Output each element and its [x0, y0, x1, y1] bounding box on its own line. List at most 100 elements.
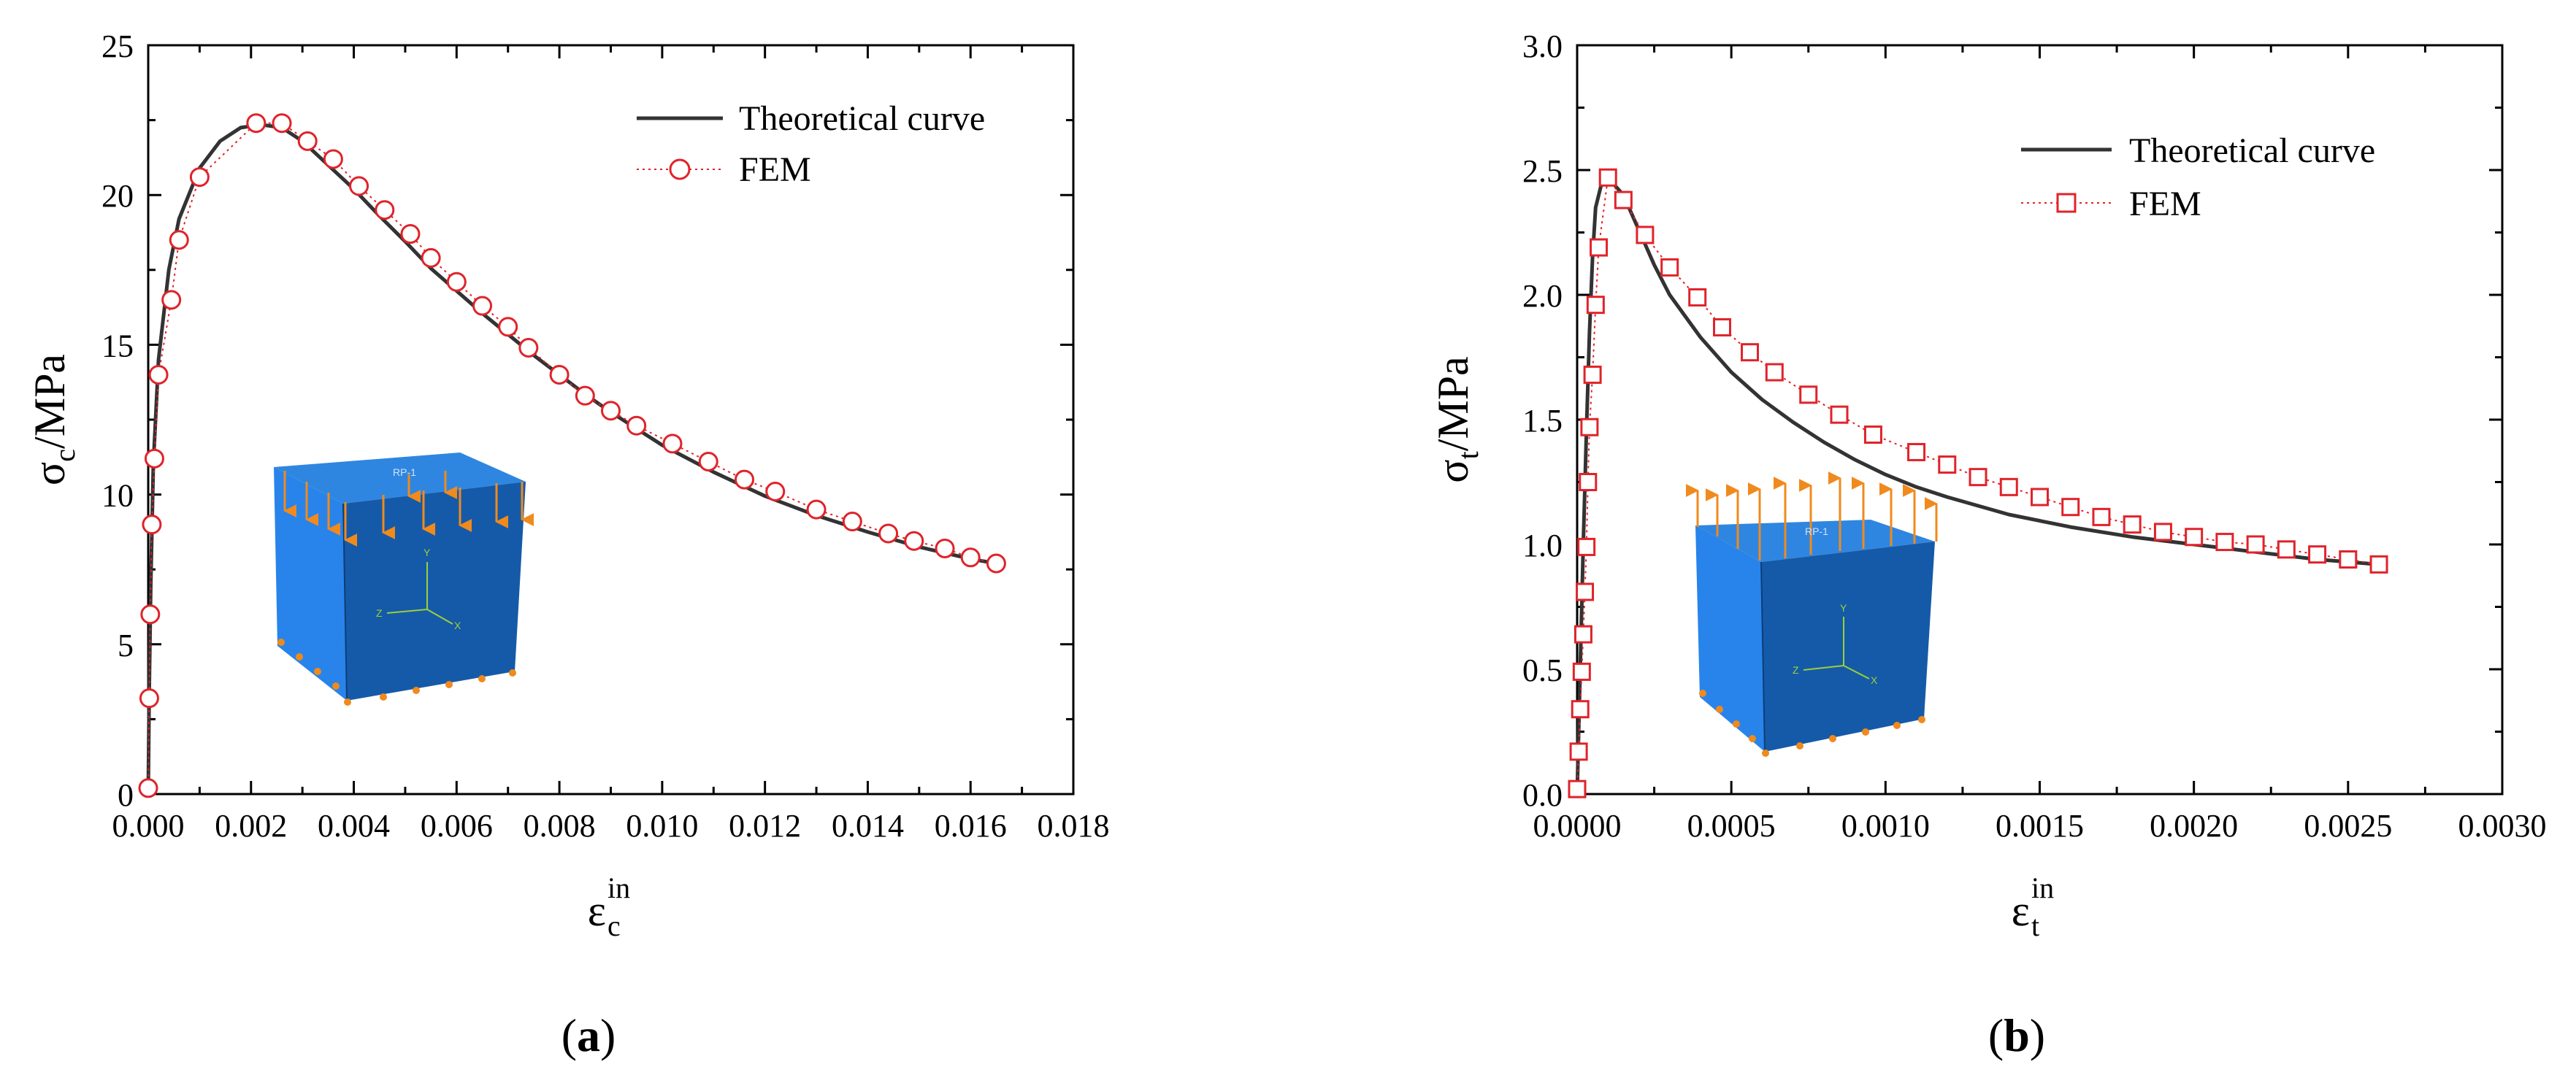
support-marker [1796, 742, 1803, 750]
fem-point-a [806, 499, 827, 520]
fem-point-a [765, 481, 786, 501]
y-tick-label-a: 20 [101, 178, 134, 214]
axis-y-letter: Y [1840, 602, 1847, 614]
fem-point-a [735, 469, 755, 490]
fem-point-a [626, 415, 647, 436]
load-arrows-down [283, 471, 534, 547]
axis-y-letter: Y [423, 547, 431, 558]
x-tick-label-a: 0.008 [524, 808, 596, 844]
theoretical-curve-a [146, 123, 997, 795]
legend-fem-marker-b [2056, 193, 2077, 213]
x-tick-labels-b: 0.0000 0.0005 0.0010 0.0015 0.0020 0.0025 0.00… [1533, 808, 2547, 844]
x-axis-label-a: ε [588, 887, 606, 935]
support-marker [1733, 720, 1740, 728]
legend-a: Theoretical curve FEM [637, 99, 985, 189]
y-tick-labels-b: 0.0 0.5 1.0 1.5 2.0 2.5 3.0 [1522, 28, 1563, 813]
axis-z-letter: Z [376, 607, 383, 619]
x-label-sup-b: in [2031, 871, 2054, 904]
support-marker [478, 675, 486, 682]
y-tick-label-a: 10 [101, 478, 134, 514]
y-axis-label-b: σt/MPa [1429, 356, 1484, 483]
legend-theory-label-b: Theoretical curve [2129, 131, 2375, 170]
rp-label: RP-1 [393, 466, 416, 478]
fem-point-b [1660, 258, 1679, 277]
fem-point-a [601, 401, 621, 421]
fem-point-b [2031, 488, 2049, 507]
y-tick-label-b: 2.0 [1522, 278, 1563, 314]
legend-theory-label-a: Theoretical curve [739, 99, 985, 138]
y-tick-label-a: 25 [101, 28, 134, 64]
fem-point-a [161, 290, 182, 310]
caption-b-close: ) [2030, 1009, 2045, 1061]
legend-fem-label-a: FEM [739, 150, 811, 189]
x-tick-label-b: 0.0005 [1687, 808, 1776, 844]
y-label-symbol-b: σ [1429, 459, 1477, 482]
x-tick-label-a: 0.000 [112, 808, 185, 844]
chart-panel-a: RP-1 Y Z X 0.000 0.002 0.004 0.006 0.008 0.01… [26, 28, 1110, 1061]
fem-point-b [1580, 417, 1599, 436]
fem-point-b [1999, 477, 2018, 496]
support-marker [509, 669, 516, 677]
load-arrows-up [1685, 471, 1938, 561]
cube-side-face [343, 482, 526, 701]
fem-line-a [147, 122, 997, 788]
cube-side-face [1761, 542, 1935, 752]
fem-point-a [986, 553, 1006, 574]
axis-x-line [1843, 665, 1870, 679]
y-tick-label-b: 1.0 [1522, 528, 1563, 563]
y-axis-label-a: σc/MPa [26, 354, 81, 485]
support-marker [296, 653, 303, 661]
axis-z-line [386, 609, 428, 614]
fem-point-a [842, 512, 862, 532]
support-marker [314, 668, 321, 675]
support-marker [332, 682, 340, 690]
cube-front-face [1695, 525, 1765, 752]
fem-point-a [272, 113, 292, 134]
support-marker [445, 681, 453, 688]
axis-x-letter: X [454, 620, 461, 631]
x-label-sup-a: in [607, 871, 630, 904]
fem-point-b [1571, 700, 1590, 719]
cube-top-face [1695, 520, 1935, 562]
x-tick-label-a: 0.004 [318, 808, 390, 844]
fem-point-a [148, 364, 169, 385]
fem-point-a [246, 113, 267, 134]
fem-point-b [2092, 507, 2111, 526]
y-label-unit-b: /MPa [1429, 356, 1477, 451]
fem-point-b [2215, 533, 2234, 552]
series-a [138, 113, 1006, 798]
x-tick-label-b: 0.0025 [2304, 808, 2392, 844]
coordinate-axes [386, 562, 453, 625]
support-marker [1716, 706, 1723, 713]
series-b [1568, 168, 2388, 798]
support-marker [1918, 716, 1925, 723]
y-tick-label-b: 0.5 [1522, 652, 1563, 688]
support-marker [1893, 722, 1901, 729]
x-tick-labels-a: 0.000 0.002 0.004 0.006 0.008 0.010 0.012 0.014… [112, 808, 1110, 844]
fem-point-b [2153, 523, 2172, 542]
y-tick-label-b: 2.5 [1522, 153, 1563, 189]
y-tick-labels-a: 0 5 10 15 20 25 [101, 28, 134, 813]
caption-a-letter: a [577, 1009, 600, 1061]
support-marker [380, 693, 387, 701]
fem-point-b [2339, 550, 2358, 569]
x-tick-label-a: 0.012 [729, 808, 801, 844]
fem-point-b [1969, 468, 1987, 487]
inset-cube-tension: RP-1 Y Z X [1685, 471, 1938, 757]
y-tick-label-b: 3.0 [1522, 28, 1563, 64]
fem-point-b [1712, 317, 1731, 336]
fem-point-a [375, 200, 395, 220]
rp-label: RP-1 [1805, 525, 1828, 537]
axis-z-letter: Z [1793, 664, 1799, 676]
fem-point-b [1569, 742, 1588, 761]
caption-b-letter: b [2004, 1009, 2030, 1061]
x-tick-label-b: 0.0010 [1841, 808, 1930, 844]
chart-panel-b: RP-1 Y Z X 0.0000 0.0005 0.0010 0.0015 0.002… [1429, 28, 2547, 1061]
fem-point-a [446, 272, 467, 292]
fem-point-a [472, 296, 493, 316]
y-label-sub-a: c [48, 449, 81, 462]
fem-point-a [142, 515, 162, 535]
x-tick-label-a: 0.006 [421, 808, 493, 844]
theoretical-curve-b [1575, 175, 2380, 795]
fem-point-b [1573, 625, 1592, 644]
